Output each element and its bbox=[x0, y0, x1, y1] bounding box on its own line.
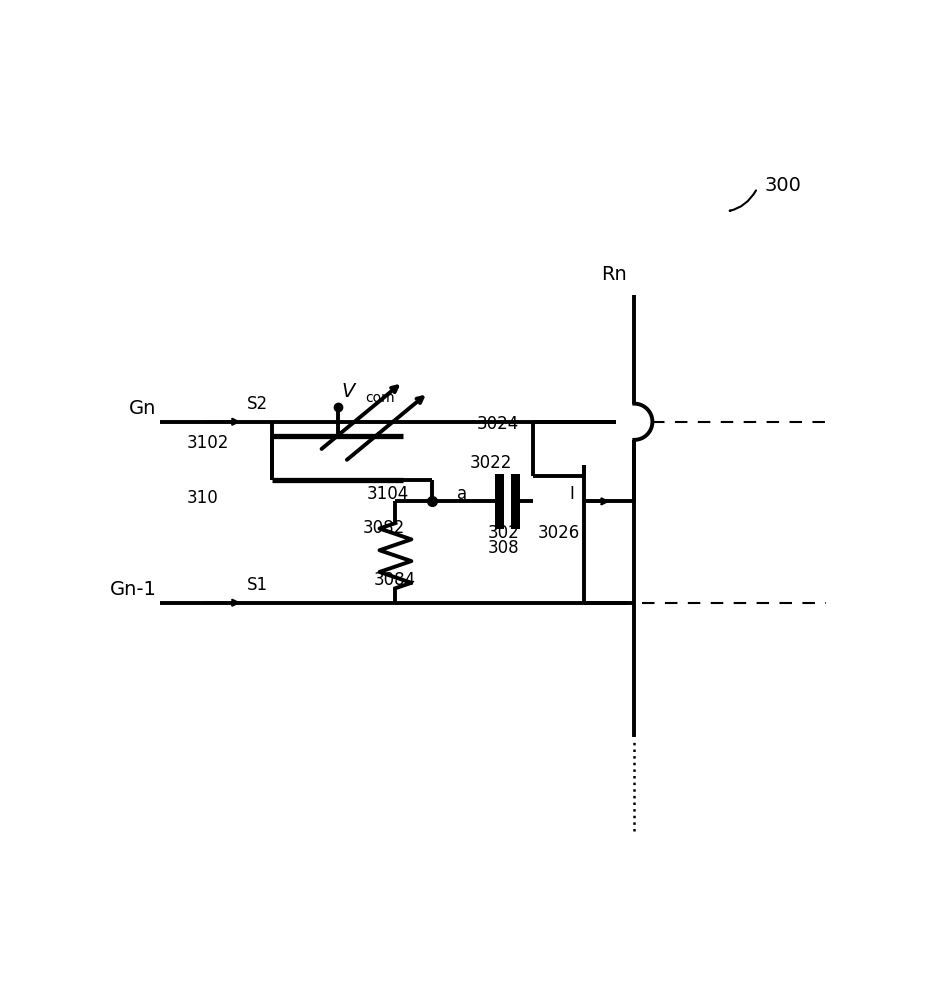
Bar bbox=[511, 474, 520, 529]
Text: 3022: 3022 bbox=[470, 454, 513, 472]
Text: 3084: 3084 bbox=[374, 571, 416, 589]
Text: 3024: 3024 bbox=[476, 415, 518, 433]
Text: 3026: 3026 bbox=[538, 524, 580, 542]
Bar bbox=[495, 474, 504, 529]
Text: Gn-1: Gn-1 bbox=[109, 580, 157, 599]
Text: S1: S1 bbox=[247, 576, 268, 594]
Text: 3104: 3104 bbox=[366, 485, 409, 503]
Text: 310: 310 bbox=[187, 489, 219, 507]
Text: Rn: Rn bbox=[601, 265, 627, 284]
Text: Gn: Gn bbox=[129, 399, 157, 418]
Text: V: V bbox=[341, 382, 355, 401]
Text: 300: 300 bbox=[765, 176, 801, 195]
Text: 302: 302 bbox=[488, 524, 520, 542]
Text: S2: S2 bbox=[247, 395, 268, 413]
Text: 308: 308 bbox=[488, 539, 519, 557]
Text: com: com bbox=[365, 391, 395, 405]
Text: a: a bbox=[457, 485, 467, 503]
Text: 3102: 3102 bbox=[187, 434, 229, 452]
Text: 3082: 3082 bbox=[363, 519, 405, 537]
FancyArrowPatch shape bbox=[729, 190, 756, 211]
Text: I: I bbox=[569, 485, 574, 503]
